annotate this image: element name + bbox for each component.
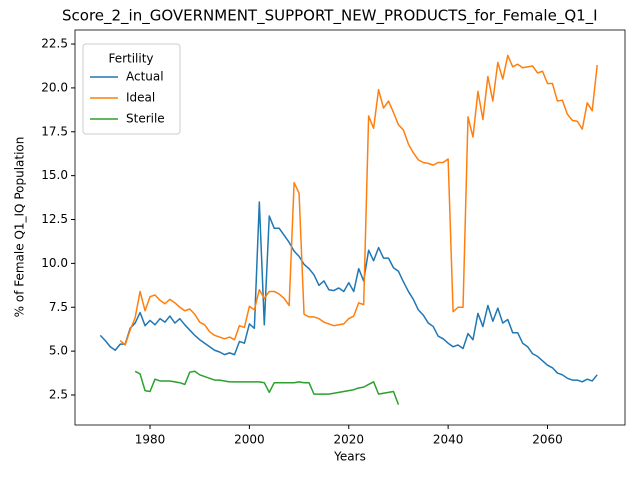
legend-title: Fertility xyxy=(108,52,153,66)
y-tick-label: 20.0 xyxy=(41,80,68,94)
legend-label: Ideal xyxy=(126,91,155,105)
chart-title: Score_2_in_GOVERNMENT_SUPPORT_NEW_PRODUC… xyxy=(62,7,598,26)
series-line xyxy=(99,201,598,383)
y-tick-label: 10.0 xyxy=(41,256,68,270)
y-tick-label: 5.0 xyxy=(49,344,68,358)
legend-label: Sterile xyxy=(126,112,165,126)
legend-label: Actual xyxy=(126,70,164,84)
x-tick-label: 2060 xyxy=(532,433,563,447)
y-tick-label: 7.5 xyxy=(49,300,68,314)
y-axis-label: % of Female Q1_IQ Population xyxy=(13,137,27,318)
x-tick-label: 2020 xyxy=(333,433,364,447)
x-tick-label: 2040 xyxy=(433,433,464,447)
y-tick-label: 17.5 xyxy=(41,124,68,138)
x-axis-label: Years xyxy=(333,450,366,464)
series-line xyxy=(119,54,598,346)
y-tick-label: 22.5 xyxy=(41,37,68,51)
series-line xyxy=(134,370,400,405)
plot-frame xyxy=(74,29,626,426)
legend-box xyxy=(82,43,181,135)
x-tick-label: 1980 xyxy=(135,433,166,447)
y-tick-label: 12.5 xyxy=(41,212,68,226)
x-tick-label: 2000 xyxy=(234,433,265,447)
legend: Fertility Actual Ideal Sterile xyxy=(82,43,181,135)
y-tick-label: 2.5 xyxy=(49,387,68,401)
y-tick-label: 15.0 xyxy=(41,168,68,182)
